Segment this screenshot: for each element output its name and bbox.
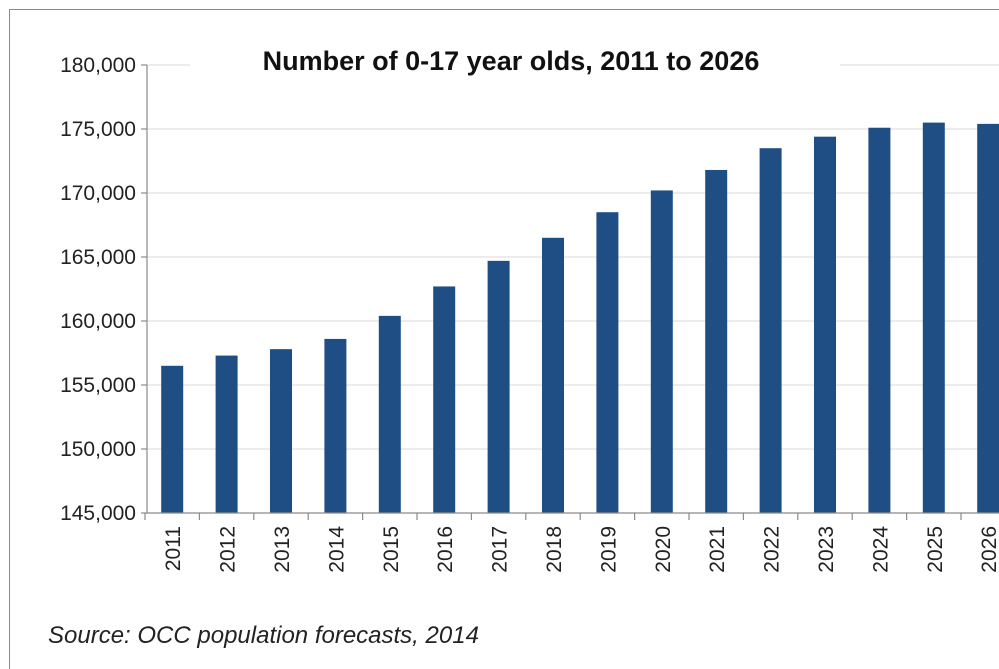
x-tick-label: 2025 (924, 526, 947, 573)
bar (378, 315, 401, 513)
x-tick-labels: 2011 2012 2013 2014 2015 2016 2017 2018 2019 2020… (162, 526, 999, 573)
bar (161, 365, 184, 513)
y-tick-label: 150,000 (60, 438, 136, 461)
axes (141, 64, 999, 520)
bar (814, 136, 836, 513)
x-tick-label: 2011 (162, 526, 185, 571)
y-tick-label: 180,000 (60, 54, 136, 77)
x-tick-label: 2022 (761, 526, 784, 573)
y-tick-label: 175,000 (60, 118, 136, 141)
y-tick-label: 170,000 (60, 182, 136, 205)
y-tick-label: 160,000 (60, 310, 136, 333)
bar (324, 338, 347, 513)
y-tick-labels: 145,000 150,000 155,000 160,000 165,000 170,0… (60, 54, 136, 525)
bar (705, 169, 728, 513)
bar (542, 237, 564, 514)
bar (922, 122, 945, 513)
bar (868, 127, 891, 513)
x-tick-label: 2013 (271, 526, 294, 573)
x-tick-label: 2023 (815, 526, 838, 573)
bar (433, 286, 456, 513)
bar (487, 260, 510, 513)
x-tick-label: 2026 (978, 526, 999, 573)
x-tick-label: 2017 (489, 526, 512, 573)
bar (977, 123, 999, 513)
y-tick-label: 155,000 (60, 374, 136, 397)
bar (759, 148, 782, 513)
chart-frame (9, 9, 999, 669)
x-tick-label: 2016 (434, 526, 457, 573)
x-tick-label: 2020 (652, 526, 675, 573)
bar (270, 349, 292, 513)
bar-chart: 145,000 150,000 155,000 160,000 165,000 170,0… (48, 38, 999, 649)
x-tick-label: 2014 (325, 526, 348, 573)
x-tick-label: 2015 (380, 526, 403, 573)
bar (650, 190, 673, 513)
y-tick-label: 145,000 (60, 502, 136, 525)
bars (161, 122, 999, 514)
bar (596, 212, 619, 513)
title-background (190, 38, 840, 86)
bar (215, 355, 238, 513)
chart-title: Number of 0-17 year olds, 2011 to 2026 (263, 46, 760, 76)
source-note: Source: OCC population forecasts, 2014 (48, 622, 479, 649)
gridlines (147, 64, 999, 450)
y-tick-label: 165,000 (60, 246, 136, 269)
x-tick-label: 2018 (543, 526, 566, 573)
x-tick-label: 2024 (869, 526, 892, 573)
x-tick-label: 2012 (217, 526, 240, 573)
x-tick-label: 2019 (597, 526, 620, 573)
x-tick-label: 2021 (706, 526, 729, 573)
